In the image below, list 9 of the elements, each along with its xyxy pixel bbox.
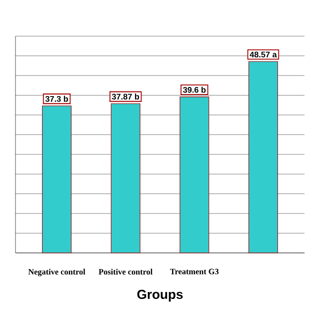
data-label: 48.57 a bbox=[250, 52, 277, 58]
x-axis-title: Groups bbox=[137, 290, 183, 302]
x-tick-label: Treatment G3 bbox=[170, 268, 219, 274]
data-label: 37.87 b bbox=[112, 94, 140, 100]
bar bbox=[180, 96, 210, 254]
x-tick-label: Negative control bbox=[28, 268, 86, 276]
x-tick-label: Positive control bbox=[98, 268, 152, 275]
data-label: 39.6 b bbox=[183, 86, 206, 93]
data-label: 37.3 b bbox=[45, 96, 68, 102]
